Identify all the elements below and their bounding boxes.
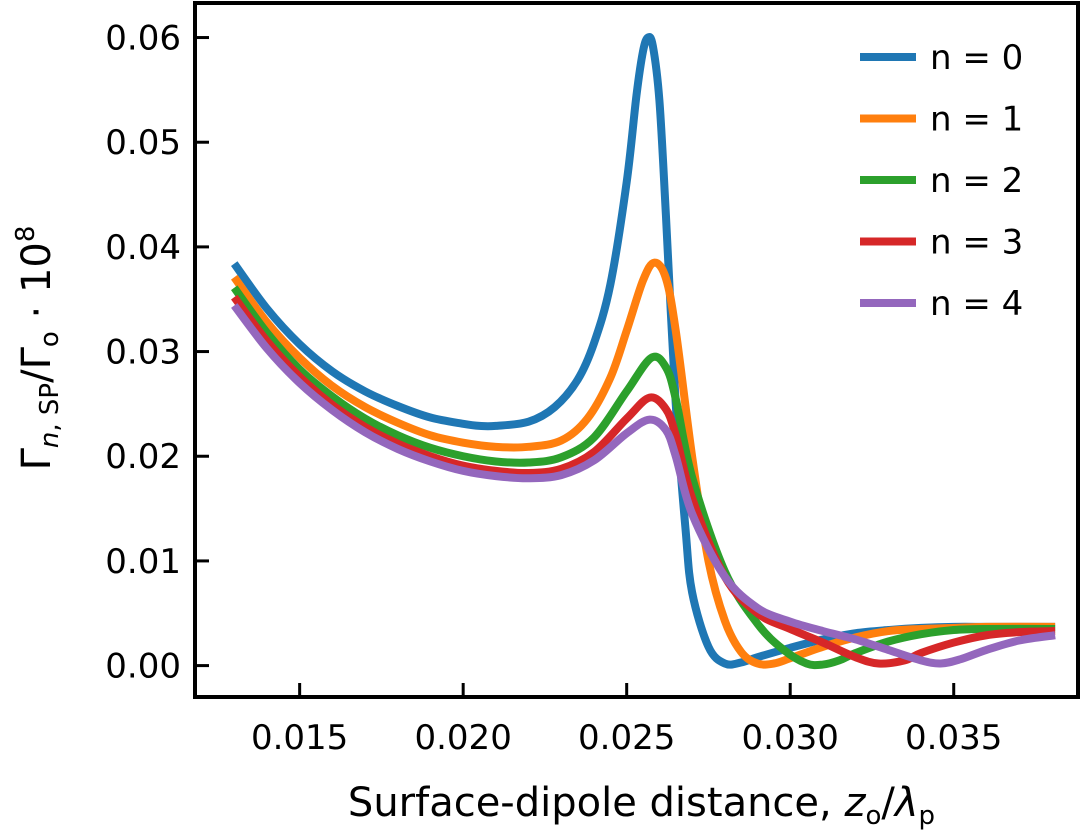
legend-label-n4: n = 4: [930, 284, 1023, 324]
series-line-n4: [231, 303, 1056, 668]
ticks-layer: 0.015 0.020 0.025 0.030 0.035 0.00 0.01 0.02 0.0…: [105, 19, 1002, 758]
y-tick-label: 0.04: [105, 228, 181, 268]
x-axis-label: Surface-dipole distance, zo/λp: [348, 780, 935, 831]
y-axis-label: Γn, SP/Γo · 108: [11, 226, 65, 471]
y-tick-label: 0.02: [105, 437, 181, 477]
x-tick-label: 0.030: [742, 718, 839, 758]
y-tick-label: 0.06: [105, 19, 181, 59]
series-line-n2: [231, 285, 1056, 670]
y-tick-label: 0.00: [105, 647, 181, 687]
legend-label-n0: n = 0: [930, 38, 1023, 78]
series-line-n3: [231, 294, 1056, 668]
x-tick-label: 0.025: [578, 718, 675, 758]
x-tick-label: 0.020: [414, 718, 511, 758]
y-tick-label: 0.05: [105, 123, 181, 163]
legend-label-n1: n = 1: [930, 100, 1023, 140]
legend-label-n2: n = 2: [930, 161, 1023, 201]
legend: n = 0 n = 1 n = 2 n = 3 n = 4: [860, 38, 1023, 324]
legend-label-n3: n = 3: [930, 223, 1023, 263]
x-tick-label: 0.035: [905, 718, 1002, 758]
plot-frame: [193, 1, 1080, 699]
y-tick-label: 0.01: [105, 542, 181, 582]
x-tick-label: 0.015: [251, 718, 348, 758]
y-tick-label: 0.03: [105, 333, 181, 373]
series-layer: [231, 33, 1056, 670]
